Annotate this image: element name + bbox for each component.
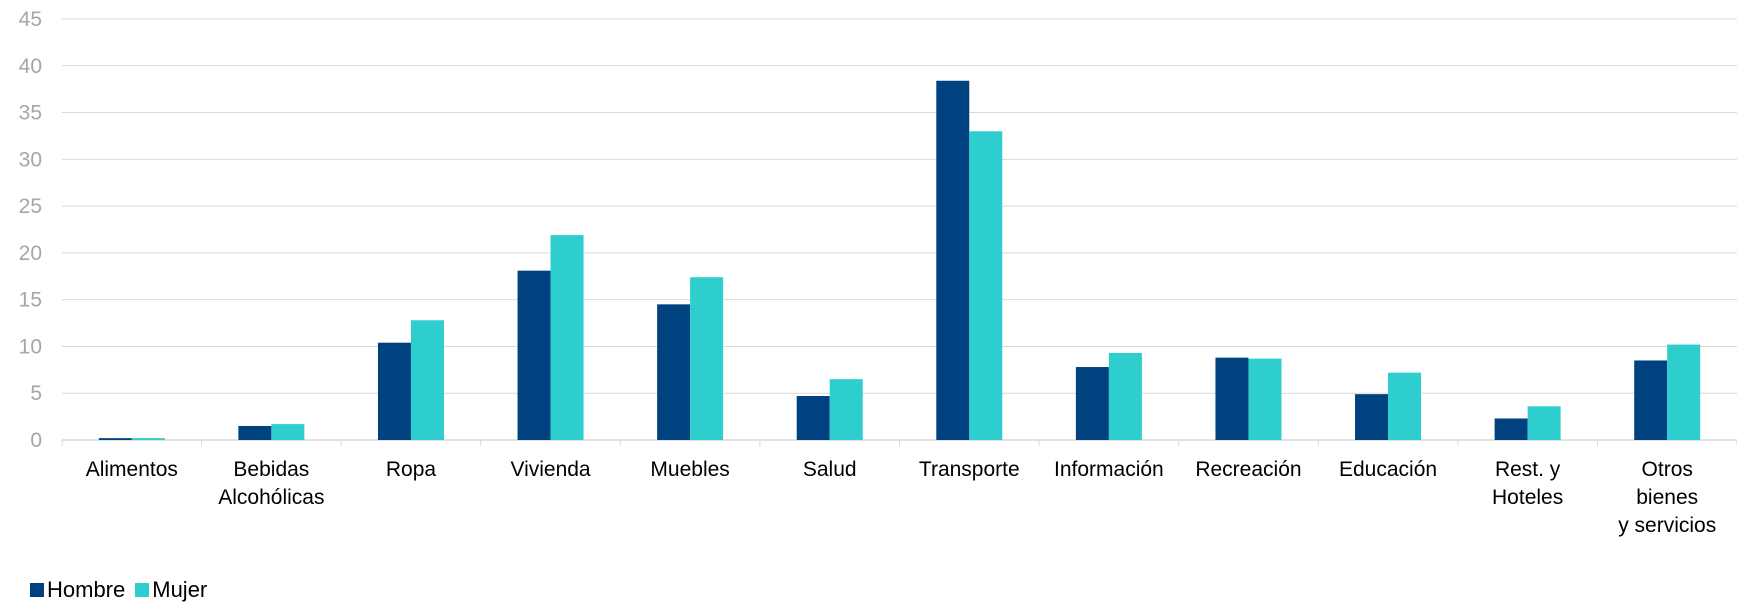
legend-swatch-mujer <box>135 583 150 597</box>
bar-hombre <box>98 438 132 440</box>
x-category-label: Rest. y Hoteles <box>1492 458 1563 509</box>
bar-hombre <box>1494 418 1528 440</box>
x-category-label-line: bienes <box>1636 486 1698 509</box>
y-tick-label: 15 <box>19 289 42 312</box>
bar-hombre <box>796 396 830 440</box>
legend: Hombre Mujer <box>30 577 217 603</box>
bar-hombre <box>517 270 551 440</box>
x-category-label-line: Salud <box>803 458 857 481</box>
legend-swatch-hombre <box>30 583 44 597</box>
y-tick-label: 25 <box>19 195 42 218</box>
bar-mujer <box>1388 372 1422 440</box>
bar-hombre <box>377 342 411 440</box>
bar-mujer <box>1248 358 1282 440</box>
x-category-label-line: Recreación <box>1195 458 1301 481</box>
bar-hombre <box>1355 394 1389 440</box>
y-tick-label: 40 <box>19 55 42 78</box>
bar-hombre <box>1075 367 1109 440</box>
bar-mujer <box>131 438 165 440</box>
x-category-label-line: Bebidas <box>233 458 309 481</box>
x-category-label: Información <box>1054 458 1164 481</box>
bar-mujer <box>550 235 584 440</box>
x-category-label-line: Alimentos <box>86 458 178 481</box>
x-category-label-line: Ropa <box>386 458 437 481</box>
bar-hombre <box>936 80 970 440</box>
x-category-label-line: Rest. y <box>1495 458 1561 481</box>
x-category-label: Transporte <box>919 458 1020 481</box>
bar-mujer <box>969 131 1003 440</box>
x-category-label-line: Alcohólicas <box>218 486 324 509</box>
x-category-label: Muebles <box>650 458 729 481</box>
x-category-label-line: Muebles <box>650 458 729 481</box>
bar-mujer <box>1108 352 1142 440</box>
y-tick-label: 45 <box>19 8 42 31</box>
x-category-label: Ropa <box>386 458 437 481</box>
bar-mujer <box>271 424 305 440</box>
y-tick-label: 35 <box>19 102 42 125</box>
bar-mujer <box>1667 344 1701 440</box>
x-category-label: Recreación <box>1195 458 1301 481</box>
bar-mujer <box>1527 406 1561 440</box>
y-tick-label: 20 <box>19 242 42 265</box>
y-tick-label: 30 <box>19 148 42 171</box>
bar-hombre <box>238 425 272 440</box>
bar-hombre <box>1634 360 1668 440</box>
x-category-label-line: Educación <box>1339 458 1437 481</box>
x-category-label: Salud <box>803 458 857 481</box>
legend-item-mujer: Mujer <box>135 577 207 603</box>
legend-item-hombre: Hombre <box>30 577 125 603</box>
x-category-label-line: Transporte <box>919 458 1020 481</box>
x-category-label-line: Vivienda <box>510 458 590 481</box>
bar-mujer <box>690 277 724 440</box>
x-category-label-line: Hoteles <box>1492 486 1563 509</box>
x-category-label: Bebidas Alcohólicas <box>218 458 324 509</box>
bar-hombre <box>657 304 691 440</box>
legend-label-hombre: Hombre <box>47 577 126 602</box>
x-category-label-line: y servicios <box>1618 514 1716 537</box>
bar-mujer <box>410 320 444 440</box>
bar-mujer <box>829 379 863 440</box>
x-category-label-line: Información <box>1054 458 1164 481</box>
x-category-label: Vivienda <box>510 458 590 481</box>
legend-label-mujer: Mujer <box>152 577 208 602</box>
bar-hombre <box>1215 357 1249 440</box>
y-tick-label: 10 <box>19 335 42 358</box>
x-category-label: Otros bienes y servicios <box>1618 458 1716 537</box>
y-tick-label: 0 <box>30 429 42 452</box>
x-category-label: Educación <box>1339 458 1437 481</box>
x-category-label-line: Otros <box>1642 458 1693 481</box>
x-category-label: Alimentos <box>86 458 178 481</box>
y-tick-label: 5 <box>30 382 42 405</box>
